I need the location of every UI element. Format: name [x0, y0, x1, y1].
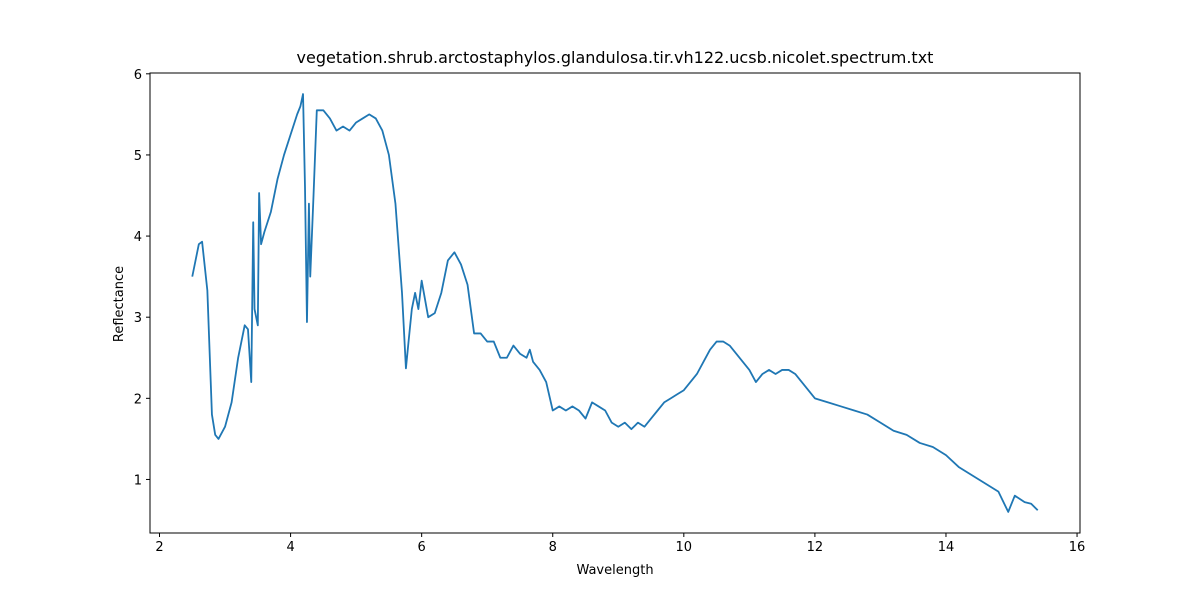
y-tick-label: 6 [134, 68, 142, 83]
x-tick-label: 10 [676, 540, 693, 555]
x-axis-label: Wavelength [576, 563, 653, 578]
y-tick-label: 1 [134, 473, 142, 488]
x-tick-label: 4 [286, 540, 294, 555]
x-tick-label: 16 [1069, 540, 1086, 555]
y-tick-label: 5 [134, 149, 142, 164]
plot-frame [149, 72, 1081, 534]
x-tick-label: 2 [155, 540, 163, 555]
spectrum-line [191, 93, 1039, 513]
y-axis-label: Reflectance [112, 266, 127, 342]
y-tick-label: 4 [134, 230, 142, 245]
y-tick-label: 2 [134, 392, 142, 407]
x-tick-label: 6 [418, 540, 426, 555]
y-tick-label: 3 [134, 311, 142, 326]
x-tick-label: 12 [807, 540, 824, 555]
chart-title: vegetation.shrub.arctostaphylos.glandulo… [297, 48, 934, 67]
x-tick-label: 8 [549, 540, 557, 555]
x-tick-label: 14 [938, 540, 955, 555]
